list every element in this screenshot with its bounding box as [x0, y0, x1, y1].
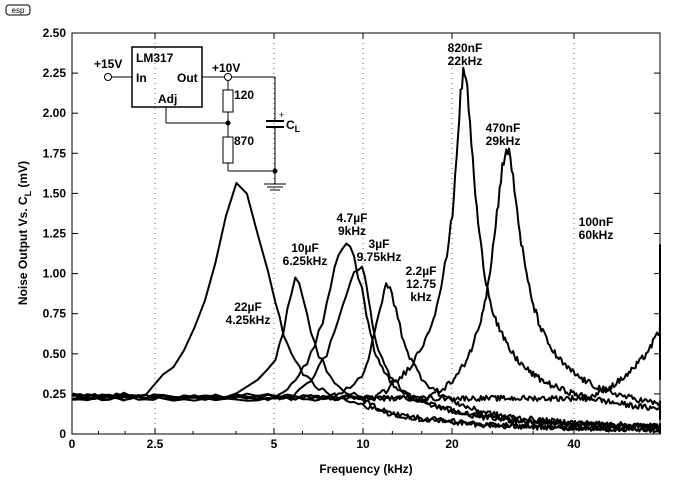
- ground-icon: [264, 183, 286, 191]
- input-voltage-label: +15V: [94, 57, 122, 71]
- y-axis-title-sub: L: [23, 190, 33, 196]
- y-tick-label: 2.00: [43, 106, 67, 120]
- pin-out-label: Out: [177, 71, 198, 85]
- annotation-label: 9kHz: [338, 224, 366, 238]
- pin-adj-label: Adj: [158, 92, 177, 106]
- series-line: [72, 282, 661, 432]
- annotation-label: 29kHz: [486, 134, 521, 148]
- x-tick-label: 2.5: [147, 437, 164, 451]
- x-tick-label: 10: [356, 437, 370, 451]
- annotation-label: 470nF: [486, 121, 521, 135]
- esp-logo-text: esp: [12, 6, 25, 15]
- lm317-label: LM317: [136, 51, 174, 65]
- y-tick-label: 1.25: [43, 227, 67, 241]
- y-axis: 0 0.25 0.50 0.75 1.00 1.25 1.50 1.75 2.00 2.25 2.5…: [43, 26, 660, 441]
- cap-plus: +: [279, 110, 284, 120]
- x-tick-label: 5: [271, 437, 278, 451]
- r2-label: 870: [234, 134, 254, 148]
- y-tick-label: 1.50: [43, 186, 67, 200]
- r1-label: 120: [234, 88, 254, 102]
- grid: [154, 33, 575, 434]
- y-tick-label: 1.00: [43, 267, 67, 281]
- y-tick-label: 0.25: [43, 387, 67, 401]
- y-axis-title: Noise Output Vs. CL (mV): [16, 161, 33, 305]
- annotation-label: 12.75: [406, 277, 436, 291]
- annotation-label: 820nF: [448, 41, 483, 55]
- y-tick-label: 1.75: [43, 146, 67, 160]
- y-tick-label: 0.50: [43, 347, 67, 361]
- y-tick-label: 0.75: [43, 307, 67, 321]
- series-line: [72, 244, 661, 403]
- annotation-label: 4.25kHz: [226, 313, 271, 327]
- annotation-label: 10µF: [291, 241, 319, 255]
- regulator-schematic: LM317 In Out Adj +15V +10V 120 870 + CL: [94, 46, 301, 191]
- esp-logo: esp: [5, 4, 31, 16]
- series-line: [72, 242, 661, 432]
- series-layer: [72, 66, 661, 435]
- annotation-label: 3µF: [369, 237, 390, 251]
- y-tick-label: 2.50: [43, 26, 67, 40]
- annotation-label: 60kHz: [579, 228, 614, 242]
- annotation-label: kHz: [410, 290, 431, 304]
- annotation-label: 4.7µF: [337, 211, 368, 225]
- x-axis-title: Frequency (kHz): [319, 462, 412, 476]
- cap-label: CL: [286, 118, 301, 134]
- y-tick-label: 2.25: [43, 66, 67, 80]
- annotation-label: 9.75kHz: [357, 250, 402, 264]
- annotation-label: 22µF: [234, 300, 262, 314]
- annotation-label: 2.2µF: [406, 264, 437, 278]
- series-line: [72, 276, 661, 435]
- annotation-label: 6.25kHz: [283, 254, 328, 268]
- annotation-label: 22kHz: [448, 54, 483, 68]
- y-tick-label: 0: [59, 427, 66, 441]
- resistor-r1: [222, 89, 234, 113]
- x-tick-label: 0: [69, 437, 76, 451]
- pin-in-label: In: [136, 71, 147, 85]
- resistor-r2: [222, 136, 234, 164]
- series-line: [72, 265, 661, 433]
- annotation-label: 100nF: [579, 215, 614, 229]
- y-axis-title-main: Noise Output Vs. C: [16, 196, 30, 305]
- x-axis: 0 2.5 5 10 20 40: [69, 33, 654, 451]
- output-voltage-label: +10V: [212, 61, 240, 75]
- y-axis-title-unit: (mV): [16, 161, 30, 191]
- x-tick-label: 40: [567, 437, 581, 451]
- input-terminal: [104, 73, 112, 81]
- x-tick-label: 20: [445, 437, 459, 451]
